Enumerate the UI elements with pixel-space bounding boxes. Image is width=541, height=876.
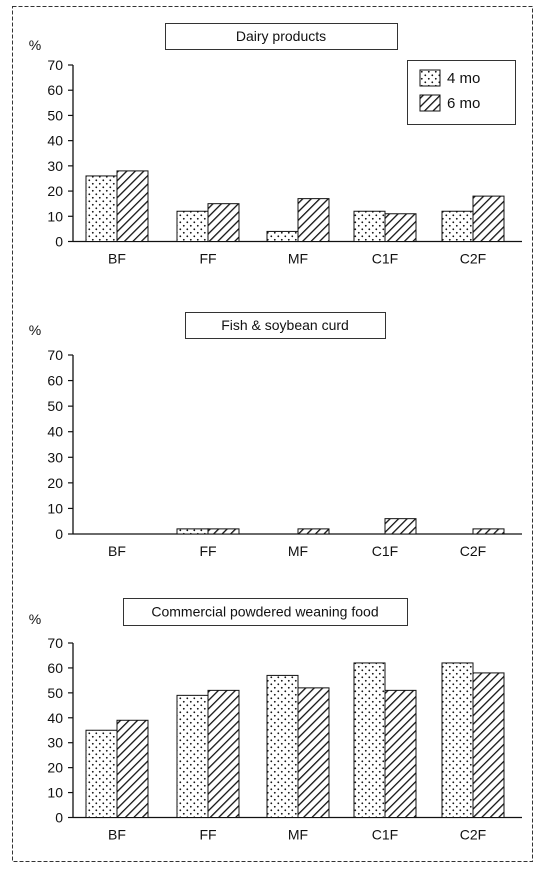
bar-hatch-C1F — [384, 689, 417, 818]
y-tick-label: 70 — [47, 57, 63, 73]
legend-label: 4 mo — [447, 70, 480, 87]
y-axis-label: % — [29, 322, 41, 338]
bar-dots-FF — [176, 210, 209, 243]
y-tick-label: 20 — [47, 475, 63, 491]
chart-1: Dairy products% 0 10 20 30 40 50 60 70 BF FF MF C1F C… — [29, 23, 522, 267]
bar-hatch-FF — [207, 528, 240, 535]
bar-hatch-C1F — [384, 213, 417, 242]
legend-swatch-dots — [419, 69, 441, 87]
y-tick-label: 30 — [47, 735, 63, 751]
y-tick-label: 70 — [47, 635, 63, 651]
y-tick-label: 20 — [47, 760, 63, 776]
y-tick-label: 0 — [55, 810, 63, 826]
y-tick-label: 10 — [47, 500, 63, 516]
y-tick-label: 60 — [47, 373, 63, 389]
y-tick-label: 50 — [47, 685, 63, 701]
x-tick-label: FF — [199, 251, 216, 267]
bar-hatch-FF — [207, 203, 240, 243]
x-tick-label: BF — [108, 827, 126, 843]
x-tick-label: C2F — [460, 543, 486, 559]
bar-dots-MF — [266, 230, 299, 243]
y-tick-label: 40 — [47, 133, 63, 149]
bar-hatch-BF — [116, 719, 149, 818]
bar-hatch-BF — [116, 170, 149, 242]
y-tick-label: 30 — [47, 158, 63, 174]
legend-swatch-hatch — [419, 94, 441, 112]
bar-dots-BF — [85, 729, 118, 818]
chart-title-box — [185, 312, 386, 339]
x-tick-label: BF — [108, 251, 126, 267]
chart-title: Dairy products — [236, 28, 326, 44]
bar-dots-FF — [176, 528, 209, 535]
bar-dots-MF — [266, 674, 299, 819]
x-tick-label: BF — [108, 543, 126, 559]
x-tick-label: C1F — [372, 543, 398, 559]
y-tick-label: 0 — [55, 234, 63, 250]
chart-title-box — [165, 23, 398, 50]
x-tick-label: FF — [199, 543, 216, 559]
chart-2: Fish & soybean curd% 0 10 20 30 40 50 60 70 BF FF M… — [29, 312, 522, 559]
y-tick-label: 50 — [47, 398, 63, 414]
outer-border — [12, 6, 533, 862]
bar-dots-C1F — [353, 662, 386, 819]
y-axis-label: % — [29, 37, 41, 53]
bar-hatch-C2F — [472, 672, 505, 819]
bar-dots-C2F — [441, 210, 474, 243]
y-tick-label: 20 — [47, 183, 63, 199]
bar-hatch-C1F — [384, 518, 417, 535]
bar-hatch-C2F — [472, 195, 505, 243]
bar-hatch-C2F — [472, 528, 505, 535]
x-tick-label: C2F — [460, 251, 486, 267]
bar-hatch-FF — [207, 689, 240, 818]
y-tick-label: 10 — [47, 785, 63, 801]
x-tick-label: C2F — [460, 827, 486, 843]
y-tick-label: 0 — [55, 526, 63, 542]
x-tick-label: MF — [288, 543, 308, 559]
y-tick-label: 10 — [47, 208, 63, 224]
bar-hatch-MF — [297, 528, 330, 535]
bar-dots-BF — [85, 175, 118, 242]
x-tick-label: FF — [199, 827, 216, 843]
y-tick-label: 60 — [47, 660, 63, 676]
x-tick-label: MF — [288, 827, 308, 843]
bar-dots-C1F — [353, 210, 386, 243]
y-axis-label: % — [29, 611, 41, 627]
y-tick-label: 40 — [47, 710, 63, 726]
bar-dots-C2F — [441, 662, 474, 819]
chart-3: Commercial powdered weaning food% 0 10 20 30… — [29, 598, 522, 843]
chart-title: Fish & soybean curd — [221, 317, 349, 333]
x-tick-label: MF — [288, 251, 308, 267]
chart-title: Commercial powdered weaning food — [151, 604, 378, 620]
bar-hatch-MF — [297, 687, 330, 818]
x-tick-label: C1F — [372, 827, 398, 843]
y-tick-label: 60 — [47, 82, 63, 98]
legend-label: 6 mo — [447, 95, 480, 112]
bar-dots-FF — [176, 694, 209, 818]
chart-title-box — [123, 598, 408, 626]
y-tick-label: 30 — [47, 449, 63, 465]
y-tick-label: 40 — [47, 424, 63, 440]
x-tick-label: C1F — [372, 251, 398, 267]
y-tick-label: 50 — [47, 107, 63, 123]
y-tick-label: 70 — [47, 347, 63, 363]
bar-hatch-MF — [297, 198, 330, 242]
